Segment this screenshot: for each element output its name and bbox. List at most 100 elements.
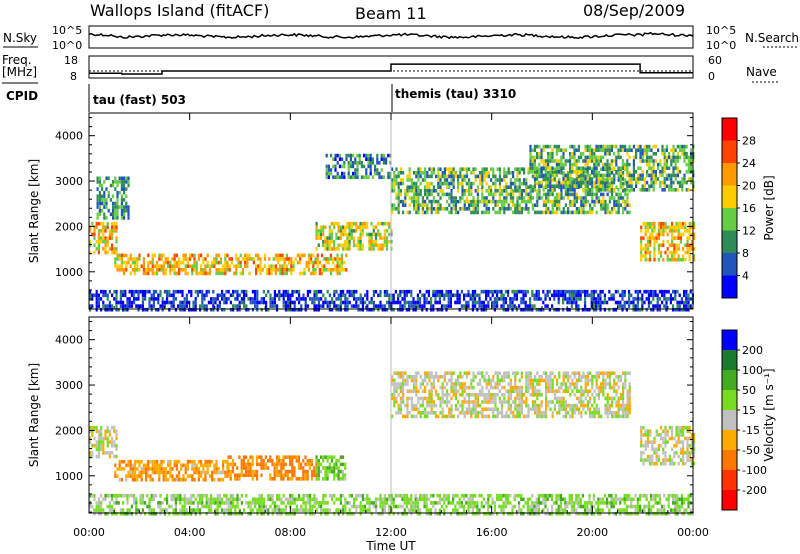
heatmap-cell-3315 xyxy=(535,289,538,294)
heatmap-cell-269 xyxy=(222,477,225,482)
heatmap-cell-2960 xyxy=(328,304,331,308)
heatmap-cell-2171 xyxy=(637,144,640,149)
heatmap-cell-204 xyxy=(186,459,189,464)
heatmap-cell-145 xyxy=(118,176,121,181)
heatmap-cell-3506 xyxy=(650,289,653,294)
heatmap-cell-449 xyxy=(313,469,316,474)
heatmap-cell-2954 xyxy=(324,300,327,305)
heatmap-cell-2181 xyxy=(639,159,642,163)
heatmap-cell-2855 xyxy=(265,304,268,308)
heatmap-cell-298 xyxy=(238,455,241,459)
heatmap-cell-633 xyxy=(341,232,345,237)
heatmap-cell-2879 xyxy=(282,293,285,298)
heatmap-cell-2269 xyxy=(663,155,666,160)
heatmap-cell-2068 xyxy=(606,148,609,152)
heatmap-cell-498 xyxy=(335,459,338,463)
heatmap-cell-612 xyxy=(333,225,336,230)
heatmap-cell-1697 xyxy=(608,196,611,200)
heatmap-cell-573 xyxy=(404,403,407,408)
heatmap-cell-2247 xyxy=(654,177,657,181)
heatmap-cell-2642 xyxy=(135,289,138,294)
heatmap-cell-3492 xyxy=(641,297,644,301)
heatmap-cell-1248 xyxy=(589,407,592,411)
heatmap-cell-2134 xyxy=(626,162,629,167)
heatmap-cell-497 xyxy=(333,477,336,481)
heatmap-cell-1082 xyxy=(448,167,451,171)
heatmap-cell-610 xyxy=(415,389,418,393)
heatmap-cell-873 xyxy=(391,178,394,182)
heatmap-cell-1013 xyxy=(525,400,528,404)
heatmap-cell-2324 xyxy=(676,159,679,163)
heatmap-cell-638 xyxy=(424,385,427,390)
heatmap-cell-312 xyxy=(245,462,248,467)
heatmap-cell-803 xyxy=(352,171,355,176)
heatmap-cell-746 xyxy=(388,239,391,244)
heatmap-cell-660 xyxy=(350,232,353,237)
heatmap-cell-32 xyxy=(100,436,103,441)
heatmap-cell-978 xyxy=(419,171,422,175)
heatmap-cell-593 xyxy=(324,247,327,251)
heatmap-cell-3053 xyxy=(386,289,389,294)
heatmap-cell-1310 xyxy=(606,403,609,408)
heatmap-cell-791 xyxy=(465,411,468,415)
heatmap-cell-3371 xyxy=(570,293,573,298)
heatmap-cell-385 xyxy=(282,459,285,463)
heatmap-cell-116 xyxy=(109,183,112,188)
heatmap-cell-2757 xyxy=(203,297,206,301)
heatmap-cell-3180 xyxy=(458,293,461,298)
heatmap-cell-81 xyxy=(96,216,99,220)
heatmap-cell-1036 xyxy=(531,389,534,393)
heatmap-cell-1070 xyxy=(443,178,446,182)
heatmap-cell-2132 xyxy=(626,152,629,156)
heatmap-cell-2170 xyxy=(635,184,638,188)
heatmap-cell-2226 xyxy=(650,170,653,174)
heatmap-cell-955 xyxy=(509,407,512,411)
heatmap-cell-3435 xyxy=(603,297,606,301)
heatmap-cell-597 xyxy=(326,247,329,251)
heatmap-cell-139 xyxy=(151,459,154,464)
heatmap-cell-2188 xyxy=(641,155,644,160)
heatmap-cell-577 xyxy=(406,382,409,386)
heatmap-cell-3379 xyxy=(575,289,578,294)
heatmap-cell-93 xyxy=(129,459,132,464)
heatmap-cell-1649 xyxy=(595,192,598,197)
heatmap-cell-656 xyxy=(348,247,351,251)
heatmap-cell-982 xyxy=(419,192,422,197)
heatmap-cell-996 xyxy=(424,189,427,193)
heatmap-cell-763 xyxy=(459,382,462,386)
heatmap-cell-537 xyxy=(395,385,398,390)
heatmap-cell-786 xyxy=(343,175,346,179)
heatmap-cell-1231 xyxy=(584,396,587,401)
heatmap-cell-3280 xyxy=(513,304,516,308)
heatmap-cell-867 xyxy=(387,175,390,179)
heatmap-cell-1000 xyxy=(520,403,523,408)
heatmap-cell-795 xyxy=(349,153,352,158)
heatmap-cell-215 xyxy=(193,459,196,464)
heatmap-cell-951 xyxy=(413,199,416,204)
heatmap-cell-1275 xyxy=(597,371,600,375)
heatmap-cell-786 xyxy=(465,375,468,379)
heatmap-cell-375 xyxy=(278,462,281,467)
heatmap-cell-2126 xyxy=(624,144,627,149)
heatmap-cell-1014 xyxy=(525,403,528,408)
heatmap-cell-219 xyxy=(193,477,196,482)
heatmap-cell-183 xyxy=(127,216,130,220)
heatmap-cell-541 xyxy=(329,257,332,261)
heatmap-cell-176 xyxy=(169,467,172,471)
heatmap-cell-1647 xyxy=(595,185,598,189)
heatmap-cell-446 xyxy=(272,264,275,268)
heatmap-cell-1819 xyxy=(540,180,543,185)
heatmap-cell-1719 xyxy=(615,192,618,197)
heatmap-cell-3007 xyxy=(355,297,358,301)
heatmap-cell-3292 xyxy=(522,293,525,298)
heatmap-cell-621 xyxy=(419,375,422,379)
heatmap-cell-1158 xyxy=(468,167,471,171)
heatmap-cell-3002 xyxy=(353,289,356,294)
heatmap-cell-956 xyxy=(509,411,512,415)
heatmap-cell-2557 xyxy=(693,236,696,240)
noise-left-tick-top: 10^5 xyxy=(52,24,82,37)
heatmap-cell-2143 xyxy=(628,155,631,160)
heatmap-cell-3140 xyxy=(434,293,437,298)
heatmap-cell-2745 xyxy=(194,307,197,312)
heatmap-cell-1037 xyxy=(531,393,534,397)
